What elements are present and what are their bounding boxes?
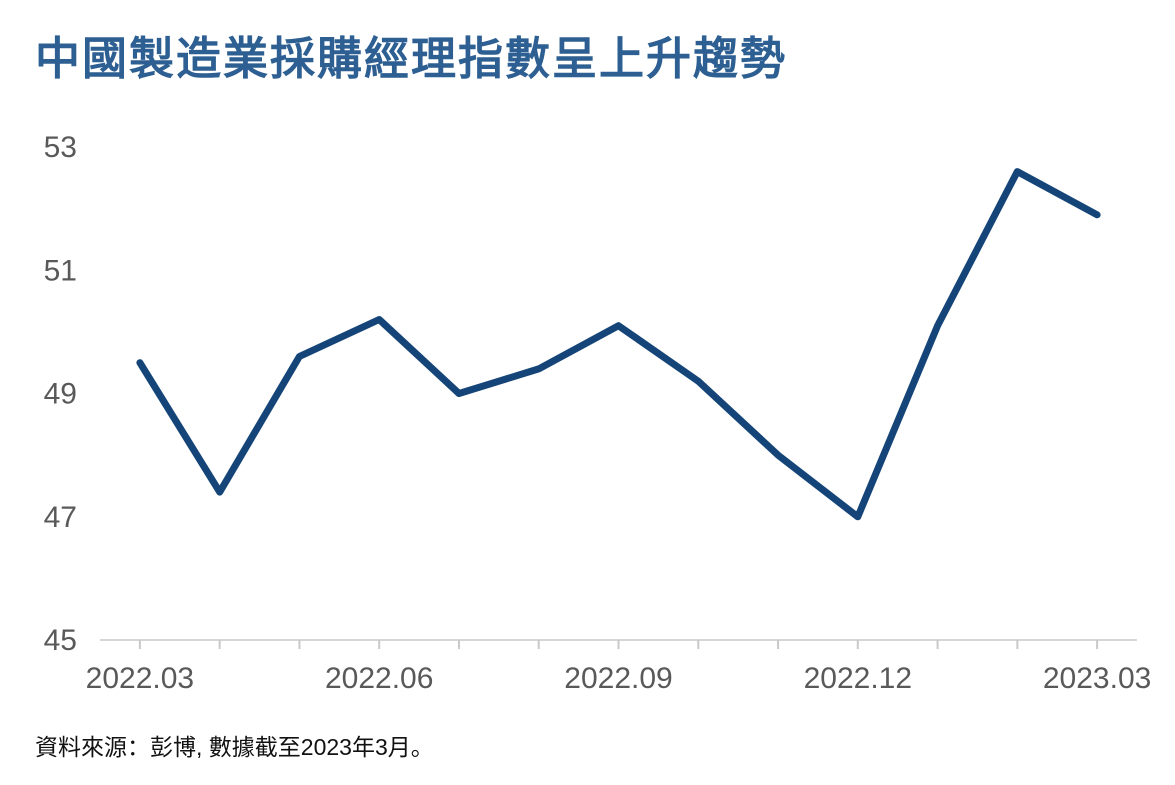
y-axis-label: 47 xyxy=(44,501,77,534)
pmi-trend-line xyxy=(136,168,1101,521)
x-axis-label: 2022.12 xyxy=(804,662,912,695)
x-axis-label: 2022.06 xyxy=(325,662,433,695)
y-axis-label: 49 xyxy=(44,378,77,411)
x-axis-label: 2022.03 xyxy=(86,662,194,695)
y-axis-label: 51 xyxy=(44,254,77,287)
y-axis-label: 53 xyxy=(44,131,77,164)
x-axis-label: 2023.03 xyxy=(1043,662,1151,695)
source-note: 資料來源：彭博, 數據截至2023年3月。 xyxy=(35,734,434,760)
y-axis-label: 45 xyxy=(44,624,77,657)
x-axis-label: 2022.09 xyxy=(564,662,672,695)
chart-title: 中國製造業採購經理指數呈上升趨勢 xyxy=(35,34,788,84)
